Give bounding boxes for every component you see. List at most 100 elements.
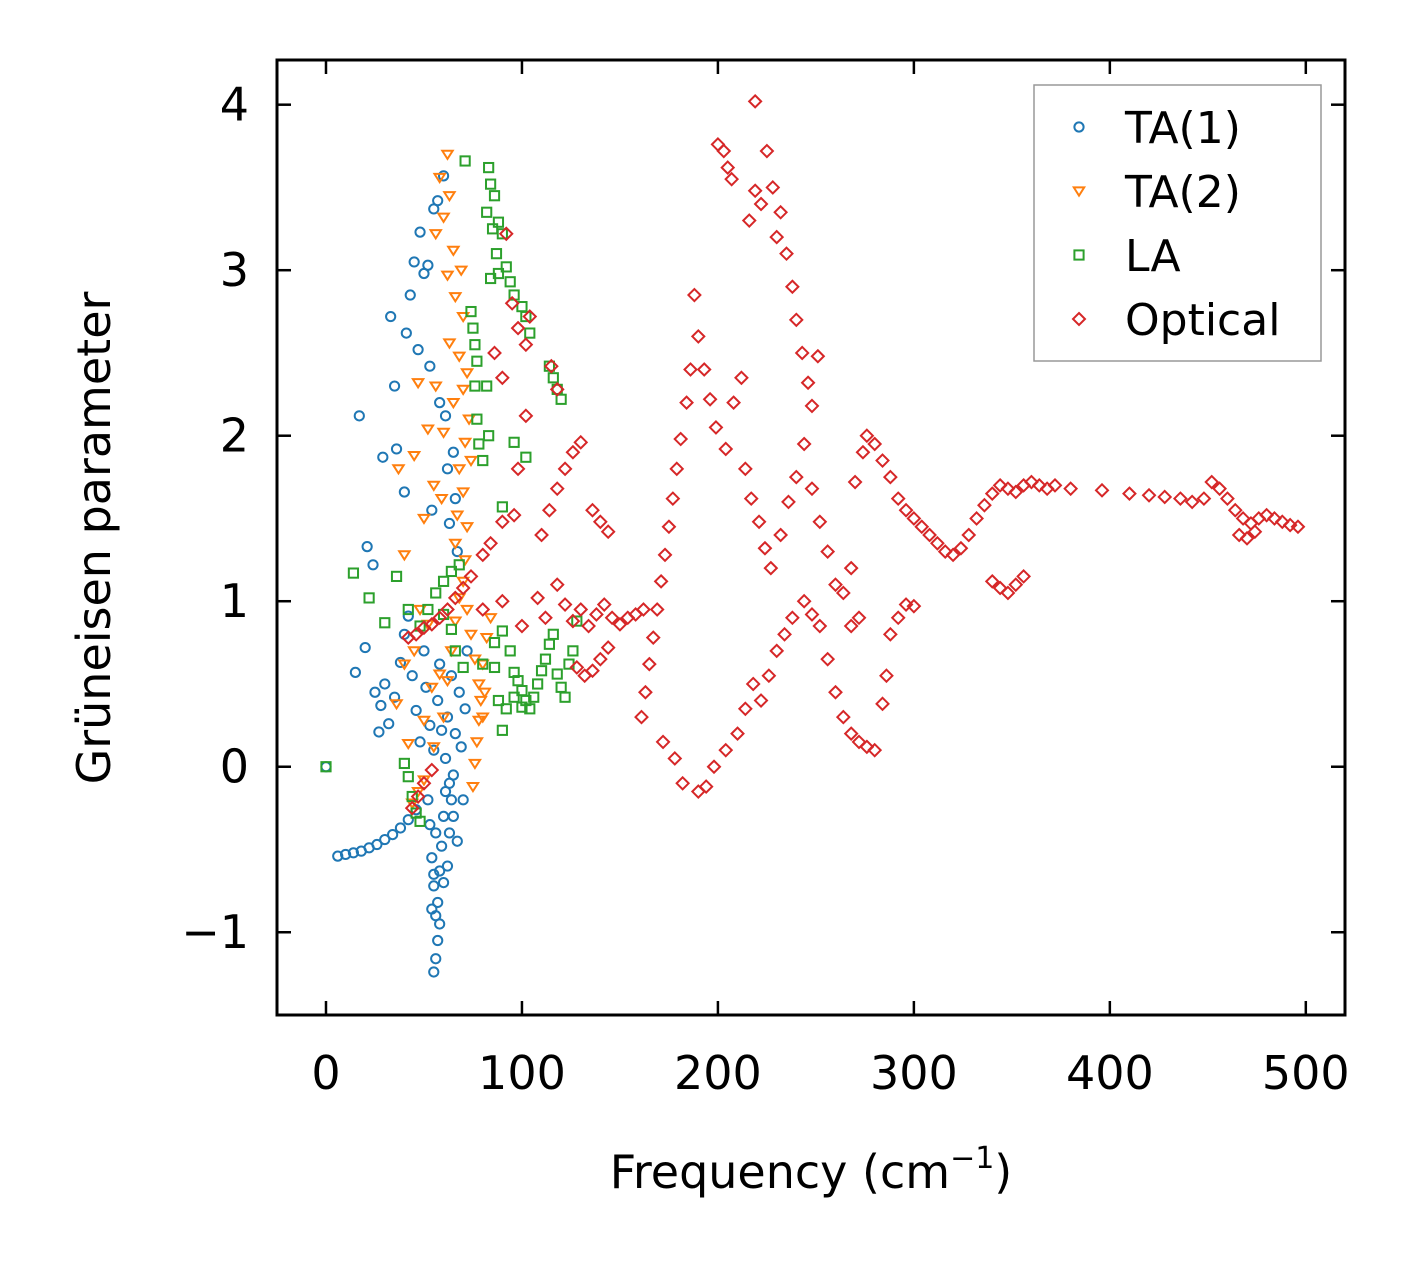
legend-label: LA [1125,231,1181,282]
data-point [835,585,851,601]
data-point [828,577,843,593]
data-point [859,739,875,755]
data-point [469,339,481,351]
data-point [604,610,620,626]
data-point [843,560,859,576]
data-point [408,626,424,642]
data-point [496,625,508,637]
series-optical [400,93,1306,816]
data-point [879,668,894,684]
data-point [414,736,426,748]
data-point [655,734,671,750]
data-point [426,852,438,864]
data-point [730,726,745,742]
data-point [690,328,706,344]
data-point [724,171,740,187]
data-point [851,610,867,626]
data-point [1247,524,1263,540]
data-point [432,195,444,207]
y-tick-label: 4 [220,78,249,132]
data-point [475,547,491,563]
data-point [649,602,665,617]
x-tick-label: 200 [674,1046,762,1100]
data-point [1063,481,1079,497]
data-point [875,696,890,712]
data-point [434,918,446,930]
data-point [669,461,685,477]
data-point [449,493,461,505]
data-point [475,659,490,671]
data-point [367,559,379,571]
data-point [534,527,549,543]
data-point [645,630,661,646]
data-point [1141,487,1157,503]
data-point [426,504,438,516]
data-point [432,694,444,707]
data-point [804,481,820,497]
data-point [565,613,581,629]
data-point [359,641,371,654]
data-point [637,684,653,700]
data-point [441,463,454,475]
data-point [1196,491,1212,507]
data-point [547,372,559,384]
legend-label: Optical [1125,295,1280,346]
data-point [422,259,434,271]
data-point [398,757,410,770]
data-point [698,779,714,795]
data-point [465,305,477,318]
data-point [765,180,781,195]
data-point [439,410,452,422]
data-point [445,565,458,578]
data-point [1212,481,1227,497]
data-point [737,701,753,717]
data-point [945,547,961,563]
data-point [843,726,859,742]
data-point [702,391,718,407]
data-point [446,245,461,257]
data-point [600,640,616,655]
data-point [467,758,482,770]
data-point [524,327,536,339]
data-point [475,602,491,617]
data-point [445,623,458,635]
data-point [581,618,596,634]
data-point [475,712,490,724]
data-point [457,661,469,674]
data-point [361,541,373,553]
x-axis-label-exponent: −1 [950,1141,994,1176]
data-point [379,617,391,629]
data-point [428,966,440,978]
data-point [349,666,361,678]
data-point [455,580,471,596]
data-point [465,781,480,794]
data-point [477,454,489,467]
data-point [557,461,573,477]
data-point [518,337,534,353]
data-point [446,398,461,410]
data-point [494,370,510,386]
data-point [779,246,794,262]
data-point [769,229,785,245]
data-point [810,348,826,364]
data-point [541,502,557,518]
data-point [488,190,501,202]
data-point [1282,517,1298,533]
data-point [788,469,804,485]
data-point [432,934,444,947]
legend-marker [1073,249,1085,261]
data-point [506,507,522,523]
data-point [448,538,463,550]
data-point [522,309,538,324]
data-point [456,487,471,499]
legend-item: TA(1) [1073,103,1241,154]
data-point [473,438,485,450]
data-point [835,709,851,725]
data-point [875,453,890,468]
y-tick-label: 0 [220,740,249,794]
data-point [426,742,441,754]
data-point [460,368,475,380]
data-point [443,827,456,839]
data-point [447,810,459,822]
data-point [424,616,440,632]
